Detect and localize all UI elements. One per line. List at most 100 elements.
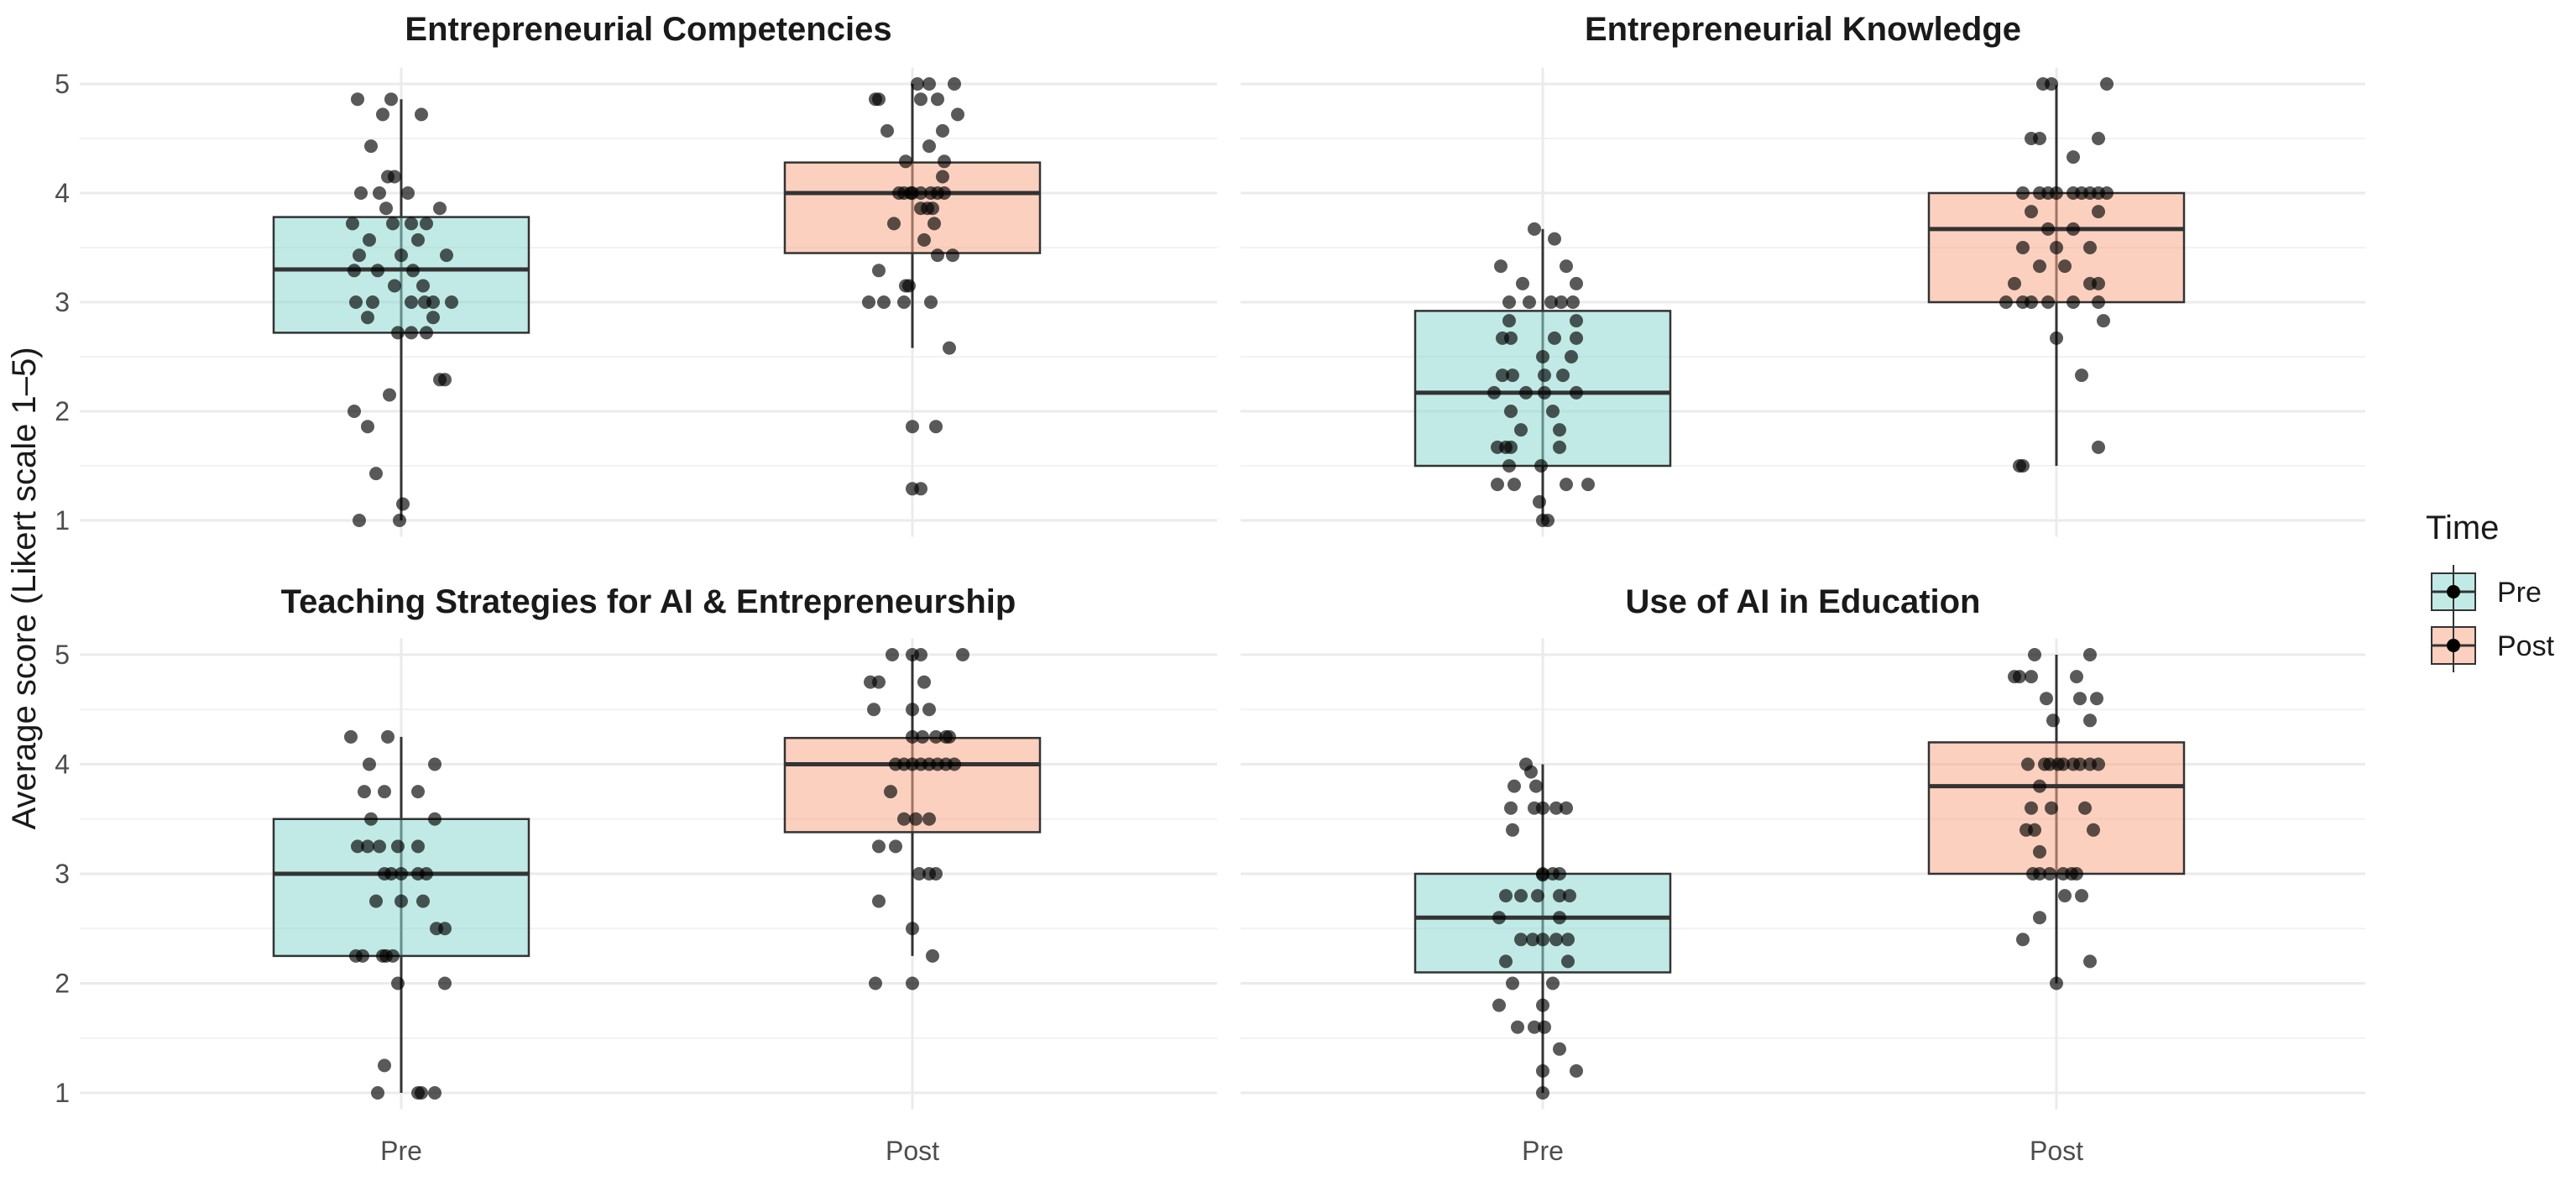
legend-label-post: Post bbox=[2497, 630, 2555, 662]
data-point bbox=[914, 482, 927, 496]
data-point bbox=[2092, 295, 2105, 309]
data-point bbox=[1507, 779, 1521, 793]
data-point bbox=[384, 867, 398, 881]
data-point bbox=[361, 839, 374, 854]
data-point bbox=[2075, 368, 2088, 383]
data-point bbox=[1506, 976, 1519, 990]
data-point bbox=[922, 703, 936, 717]
data-point bbox=[2033, 132, 2046, 145]
data-point bbox=[1528, 1020, 1541, 1034]
data-point bbox=[2020, 823, 2033, 837]
data-point bbox=[2025, 801, 2038, 815]
data-point bbox=[1536, 998, 1549, 1012]
data-point bbox=[1504, 801, 1518, 815]
data-point bbox=[1565, 350, 1578, 363]
data-point bbox=[415, 107, 428, 122]
data-point bbox=[405, 217, 418, 231]
data-point bbox=[1560, 801, 1573, 815]
data-point bbox=[899, 154, 912, 169]
data-point bbox=[929, 729, 943, 744]
data-point bbox=[373, 186, 386, 200]
y-tick-label: 3 bbox=[55, 287, 70, 317]
data-point bbox=[929, 867, 943, 881]
data-point bbox=[2070, 867, 2083, 881]
data-point bbox=[914, 92, 927, 107]
y-tick-label: 5 bbox=[55, 640, 70, 670]
data-point bbox=[1538, 1020, 1551, 1034]
data-point bbox=[2008, 276, 2021, 290]
data-point bbox=[2033, 844, 2046, 859]
data-point bbox=[902, 279, 916, 293]
data-point bbox=[1524, 765, 1538, 779]
data-point bbox=[931, 92, 944, 107]
data-point bbox=[897, 295, 911, 309]
data-point bbox=[378, 785, 391, 799]
data-point bbox=[1556, 368, 1570, 383]
data-point bbox=[394, 248, 408, 263]
data-point bbox=[420, 326, 433, 340]
data-point bbox=[2045, 77, 2058, 91]
panel-title: Entrepreneurial Knowledge bbox=[1585, 11, 2021, 48]
data-point bbox=[2025, 205, 2038, 219]
data-point bbox=[2040, 692, 2053, 706]
legend-key-point bbox=[2447, 585, 2460, 598]
x-tick-label: Post bbox=[2030, 1136, 2083, 1166]
data-point bbox=[1570, 331, 1583, 345]
data-point bbox=[1546, 405, 1560, 418]
data-point bbox=[1526, 933, 1539, 947]
data-point bbox=[951, 107, 964, 122]
data-point bbox=[1536, 933, 1549, 947]
data-point bbox=[880, 123, 894, 138]
y-tick-label: 1 bbox=[55, 505, 70, 536]
data-point bbox=[349, 948, 363, 963]
data-point bbox=[426, 311, 440, 325]
data-point bbox=[353, 248, 366, 263]
data-point bbox=[2043, 867, 2056, 881]
data-point bbox=[1549, 801, 1563, 815]
data-point bbox=[2041, 295, 2055, 309]
data-point bbox=[393, 514, 406, 527]
data-point bbox=[931, 248, 944, 263]
data-point bbox=[927, 217, 941, 231]
data-point bbox=[1528, 222, 1541, 236]
data-point bbox=[1553, 889, 1566, 903]
data-point bbox=[906, 729, 919, 744]
data-point bbox=[1561, 954, 1575, 969]
data-point bbox=[1544, 295, 1558, 309]
data-point bbox=[2083, 648, 2097, 661]
y-tick-label: 4 bbox=[55, 178, 70, 208]
data-point bbox=[420, 217, 433, 231]
data-point bbox=[2097, 314, 2110, 328]
data-point bbox=[1504, 331, 1518, 345]
data-point bbox=[1499, 889, 1513, 903]
data-point bbox=[405, 326, 418, 340]
data-point bbox=[445, 295, 458, 309]
data-point bbox=[411, 233, 425, 247]
data-point bbox=[1536, 350, 1549, 363]
data-point bbox=[2067, 222, 2080, 236]
data-point bbox=[909, 812, 922, 826]
data-point bbox=[1560, 259, 1573, 274]
data-point bbox=[2026, 867, 2040, 881]
data-point bbox=[394, 894, 408, 908]
data-point bbox=[1553, 440, 1566, 454]
data-point bbox=[922, 812, 936, 826]
data-point bbox=[1553, 1042, 1566, 1056]
data-point bbox=[358, 785, 371, 799]
data-point bbox=[351, 92, 364, 107]
data-point bbox=[1561, 933, 1575, 947]
data-point bbox=[2075, 889, 2088, 903]
data-point bbox=[867, 703, 880, 717]
data-point bbox=[926, 201, 939, 216]
data-point bbox=[2070, 670, 2083, 684]
data-point bbox=[2058, 259, 2072, 274]
x-tick-label: Pre bbox=[1522, 1136, 1564, 1166]
data-point bbox=[2045, 801, 2058, 815]
data-point bbox=[2092, 132, 2105, 145]
data-point bbox=[862, 295, 875, 309]
panel-title: Teaching Strategies for AI & Entrepreneu… bbox=[281, 583, 1016, 620]
data-point bbox=[1523, 295, 1536, 309]
data-point bbox=[1536, 801, 1549, 815]
data-point bbox=[1581, 478, 1595, 492]
data-point bbox=[347, 264, 361, 278]
